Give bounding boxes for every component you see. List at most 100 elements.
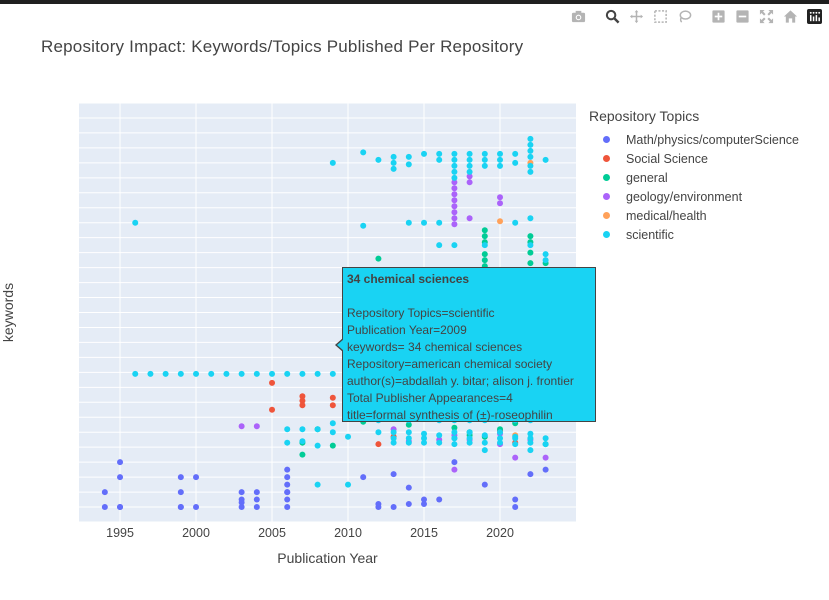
- data-point[interactable]: [284, 489, 291, 496]
- reset-axes-icon[interactable]: [779, 6, 801, 26]
- data-point[interactable]: [451, 168, 458, 175]
- data-point[interactable]: [238, 504, 245, 511]
- data-point[interactable]: [314, 481, 321, 488]
- data-point[interactable]: [299, 451, 306, 458]
- data-point[interactable]: [284, 370, 291, 377]
- data-point[interactable]: [329, 394, 336, 401]
- data-point[interactable]: [375, 255, 382, 262]
- data-point[interactable]: [527, 249, 534, 256]
- data-point[interactable]: [238, 489, 245, 496]
- data-point[interactable]: [542, 251, 549, 258]
- data-point[interactable]: [375, 429, 382, 436]
- data-point[interactable]: [269, 370, 276, 377]
- data-point[interactable]: [375, 441, 382, 448]
- data-point[interactable]: [497, 150, 504, 157]
- data-point[interactable]: [299, 402, 306, 409]
- data-point[interactable]: [177, 474, 184, 481]
- data-point[interactable]: [193, 504, 200, 511]
- data-point[interactable]: [512, 504, 519, 511]
- data-point[interactable]: [436, 219, 443, 226]
- data-point[interactable]: [542, 466, 549, 473]
- data-point[interactable]: [299, 397, 306, 404]
- data-point[interactable]: [360, 149, 367, 156]
- data-point[interactable]: [466, 150, 473, 157]
- lasso-icon[interactable]: [673, 6, 695, 26]
- data-point[interactable]: [405, 153, 412, 160]
- data-point[interactable]: [132, 219, 139, 226]
- data-point[interactable]: [451, 221, 458, 228]
- data-point[interactable]: [466, 162, 473, 169]
- data-point[interactable]: [481, 242, 488, 249]
- data-point[interactable]: [512, 150, 519, 157]
- data-point[interactable]: [512, 441, 519, 448]
- data-point[interactable]: [451, 174, 458, 181]
- data-point[interactable]: [481, 251, 488, 258]
- data-point[interactable]: [481, 481, 488, 488]
- data-point[interactable]: [238, 423, 245, 430]
- autoscale-icon[interactable]: [755, 6, 777, 26]
- plotly-logo-icon[interactable]: [803, 6, 825, 26]
- data-point[interactable]: [253, 370, 260, 377]
- data-point[interactable]: [481, 447, 488, 454]
- data-point[interactable]: [527, 215, 534, 222]
- data-point[interactable]: [299, 393, 306, 400]
- data-point[interactable]: [436, 156, 443, 163]
- data-point[interactable]: [299, 370, 306, 377]
- data-point[interactable]: [177, 504, 184, 511]
- data-point[interactable]: [390, 471, 397, 478]
- data-point[interactable]: [405, 484, 412, 491]
- data-point[interactable]: [421, 430, 428, 437]
- box-select-icon[interactable]: [649, 6, 671, 26]
- data-point[interactable]: [253, 423, 260, 430]
- data-point[interactable]: [269, 406, 276, 413]
- data-point[interactable]: [329, 420, 336, 427]
- data-point[interactable]: [390, 159, 397, 166]
- data-point[interactable]: [451, 156, 458, 163]
- legend-item[interactable]: scientific: [589, 225, 799, 244]
- data-point[interactable]: [299, 426, 306, 433]
- data-point[interactable]: [451, 459, 458, 466]
- data-point[interactable]: [466, 173, 473, 180]
- data-point[interactable]: [345, 481, 352, 488]
- data-point[interactable]: [284, 474, 291, 481]
- data-point[interactable]: [481, 162, 488, 169]
- data-point[interactable]: [466, 179, 473, 186]
- data-point[interactable]: [436, 150, 443, 157]
- data-point[interactable]: [527, 439, 534, 446]
- data-point[interactable]: [527, 430, 534, 437]
- data-point[interactable]: [466, 429, 473, 436]
- camera-icon[interactable]: [567, 6, 589, 26]
- data-point[interactable]: [329, 159, 336, 166]
- data-point[interactable]: [329, 402, 336, 409]
- data-point[interactable]: [466, 215, 473, 222]
- data-point[interactable]: [360, 474, 367, 481]
- data-point[interactable]: [451, 162, 458, 169]
- data-point[interactable]: [253, 504, 260, 511]
- data-point[interactable]: [481, 233, 488, 240]
- data-point[interactable]: [542, 435, 549, 442]
- data-point[interactable]: [421, 501, 428, 508]
- data-point[interactable]: [117, 474, 124, 481]
- data-point[interactable]: [527, 435, 534, 442]
- data-point[interactable]: [390, 165, 397, 172]
- data-point[interactable]: [193, 370, 200, 377]
- data-point[interactable]: [436, 432, 443, 439]
- data-point[interactable]: [405, 501, 412, 508]
- data-point[interactable]: [451, 179, 458, 186]
- data-point[interactable]: [527, 141, 534, 148]
- data-point[interactable]: [451, 185, 458, 192]
- data-point[interactable]: [451, 150, 458, 157]
- data-point[interactable]: [512, 219, 519, 226]
- data-point[interactable]: [375, 501, 382, 508]
- data-point[interactable]: [390, 504, 397, 511]
- data-point[interactable]: [375, 156, 382, 163]
- legend-item[interactable]: medical/health: [589, 206, 799, 225]
- legend-item[interactable]: Math/physics/computerScience: [589, 130, 799, 149]
- data-point[interactable]: [527, 471, 534, 478]
- data-point[interactable]: [193, 474, 200, 481]
- data-point[interactable]: [421, 496, 428, 503]
- data-point[interactable]: [284, 496, 291, 503]
- data-point[interactable]: [238, 370, 245, 377]
- data-point[interactable]: [481, 432, 488, 439]
- data-point[interactable]: [542, 257, 549, 264]
